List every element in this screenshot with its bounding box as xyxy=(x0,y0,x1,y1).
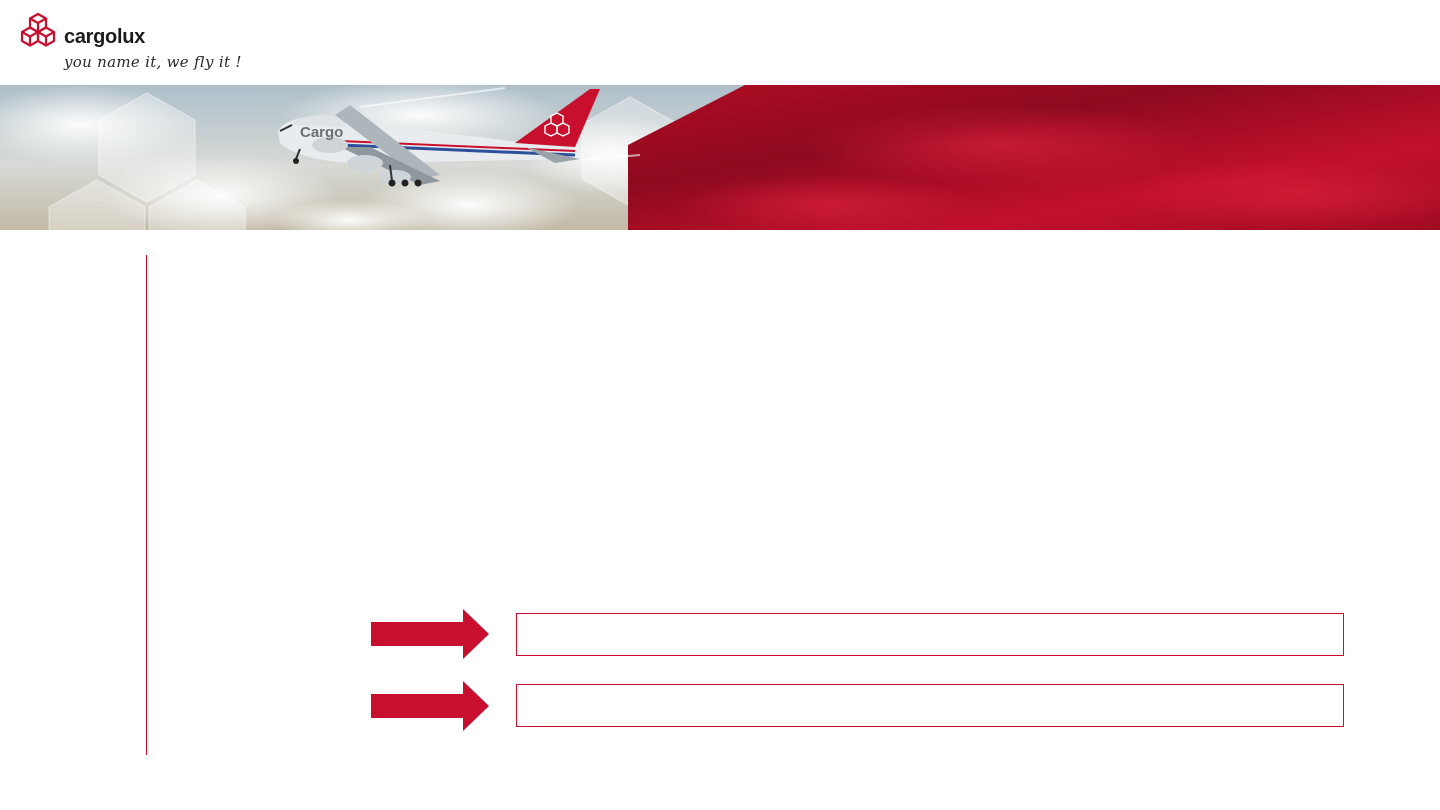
hexagon-cubes-icon xyxy=(20,12,56,47)
bullet-box-1 xyxy=(516,613,1344,656)
livery-text: Cargo xyxy=(300,124,343,141)
brand-name: cargolux xyxy=(64,26,145,48)
brand-tagline: you name it, we fly it ! xyxy=(64,53,242,71)
aircraft-illustration: Cargo xyxy=(278,89,600,187)
banner-image: Cargo xyxy=(0,85,1440,230)
right-arrow-icon xyxy=(371,681,489,731)
brand-logo: cargolux you name it, we fly it ! xyxy=(18,12,248,78)
hero-banner: Cargo xyxy=(0,85,1440,230)
right-arrow-icon xyxy=(371,609,489,659)
bullet-box-2 xyxy=(516,684,1344,727)
vertical-divider xyxy=(146,255,147,755)
